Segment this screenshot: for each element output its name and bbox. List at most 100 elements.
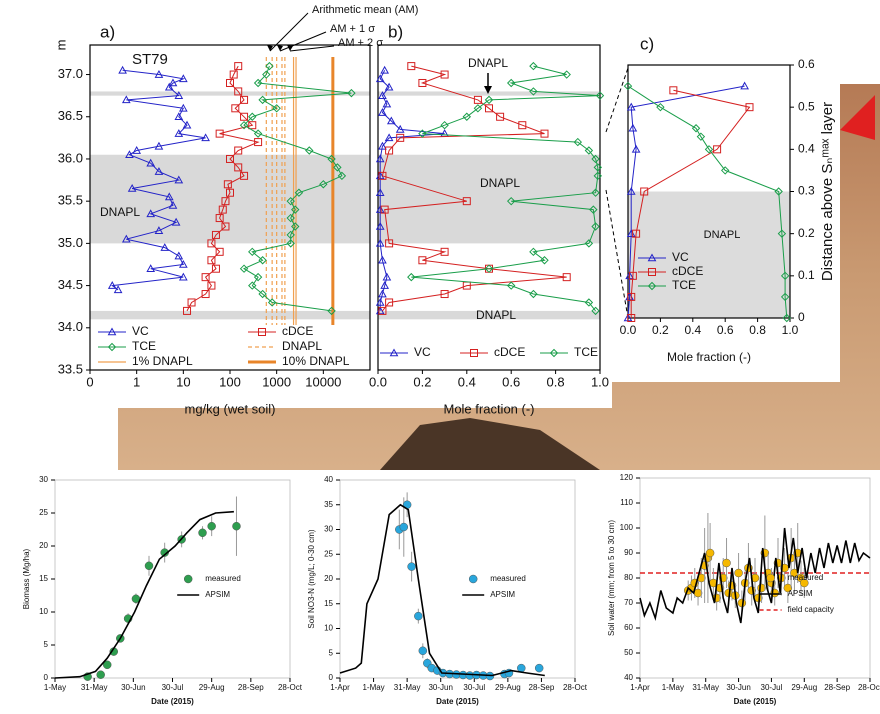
band <box>378 91 600 96</box>
y-tick-label: 0.6 <box>798 57 815 71</box>
x-tick-label: 29-Aug <box>791 683 817 692</box>
x-tick-label: 0.2 <box>652 323 669 337</box>
x-tick-label: 31-May <box>394 683 421 692</box>
marker <box>221 222 230 231</box>
marker <box>221 197 230 206</box>
series-line <box>627 85 788 319</box>
y-tick-label: 25 <box>324 549 333 558</box>
x-tick-label: 1-May <box>362 683 384 692</box>
y-tick-label: 30 <box>39 475 48 484</box>
marker <box>385 239 394 248</box>
marker <box>745 103 754 112</box>
marker <box>628 271 637 280</box>
marker <box>207 239 216 248</box>
marker <box>378 141 387 150</box>
x-axis-title: Mole fraction (-) <box>443 401 534 416</box>
panel-label: c) <box>640 34 654 53</box>
marker <box>593 171 602 181</box>
y-tick-label: 20 <box>39 541 48 550</box>
legend-label: cDCE <box>494 345 525 359</box>
marker <box>164 82 174 91</box>
series-line <box>639 527 871 624</box>
marker <box>734 568 743 578</box>
marker <box>248 281 257 290</box>
y-axis-title: Soil water (mm; from 5 to 30 cm) <box>607 520 616 636</box>
legend-label: 10% DNAPL <box>282 354 350 368</box>
marker <box>529 289 538 299</box>
marker <box>174 251 184 260</box>
marker <box>154 70 164 78</box>
marker <box>378 255 387 264</box>
marker <box>121 95 131 104</box>
marker <box>168 78 178 87</box>
x-axis-title: mg/kg (wet soil) <box>184 401 275 416</box>
photo-detail <box>840 95 875 140</box>
marker <box>183 306 192 315</box>
annotation: AM + 1 σ <box>330 23 375 35</box>
marker <box>384 82 394 91</box>
plot-frame <box>377 44 601 371</box>
x-tick-label: 28-Sep <box>529 683 555 692</box>
x-tick-label: 30-Jun <box>121 683 145 692</box>
marker <box>207 256 216 265</box>
marker <box>562 273 571 282</box>
marker <box>294 188 304 197</box>
marker <box>146 264 156 273</box>
marker <box>496 112 505 121</box>
marker <box>627 292 636 301</box>
x-tick-label: 28-Sep <box>824 683 850 692</box>
marker <box>777 229 787 238</box>
marker <box>215 214 224 223</box>
marker <box>656 102 665 112</box>
marker <box>484 264 494 273</box>
marker <box>121 234 131 243</box>
x-tick-label: 0.0 <box>369 374 387 389</box>
marker <box>218 205 227 214</box>
marker <box>705 548 715 558</box>
y-tick-label: 33.5 <box>58 361 83 376</box>
marker <box>647 281 657 291</box>
marker <box>267 298 277 307</box>
marker <box>183 574 193 584</box>
band <box>90 154 370 244</box>
marker <box>223 180 232 189</box>
marker <box>375 154 385 163</box>
y-tick-label: 80 <box>624 573 633 582</box>
marker <box>207 521 216 531</box>
y-tick-label: 40 <box>624 673 633 682</box>
marker <box>506 281 516 290</box>
marker <box>240 112 249 121</box>
y-tick-label: 5 <box>329 648 334 657</box>
y-tick-label: 34.0 <box>58 319 83 334</box>
annotation: DNAPL <box>468 56 508 70</box>
marker <box>125 150 134 159</box>
y-tick-label: 36.5 <box>58 108 83 123</box>
zoom-connector <box>605 189 629 319</box>
marker <box>178 74 188 83</box>
marker <box>562 70 571 79</box>
marker <box>201 290 210 299</box>
marker <box>517 663 526 673</box>
marker <box>627 314 636 322</box>
annotation-arrow <box>279 31 327 52</box>
legend-label: TCE <box>132 339 156 353</box>
marker <box>240 171 249 180</box>
annotation: Arithmetic mean (AM) <box>312 4 418 16</box>
y-tick-label: 120 <box>620 473 634 482</box>
x-tick-label: 0.4 <box>458 374 476 389</box>
legend-label: measured <box>205 574 241 583</box>
marker <box>146 158 156 167</box>
x-tick-label: 31-May <box>692 683 719 692</box>
marker <box>440 120 449 130</box>
marker <box>440 290 449 299</box>
legend-label: TCE <box>574 345 598 359</box>
marker <box>518 121 527 130</box>
marker <box>347 88 356 98</box>
x-tick-label: 0.6 <box>502 374 520 389</box>
marker <box>229 70 238 79</box>
y-tick-label: 35 <box>324 500 333 509</box>
marker <box>584 146 594 155</box>
series-line <box>110 69 206 291</box>
marker <box>132 145 142 154</box>
marker <box>286 230 295 240</box>
